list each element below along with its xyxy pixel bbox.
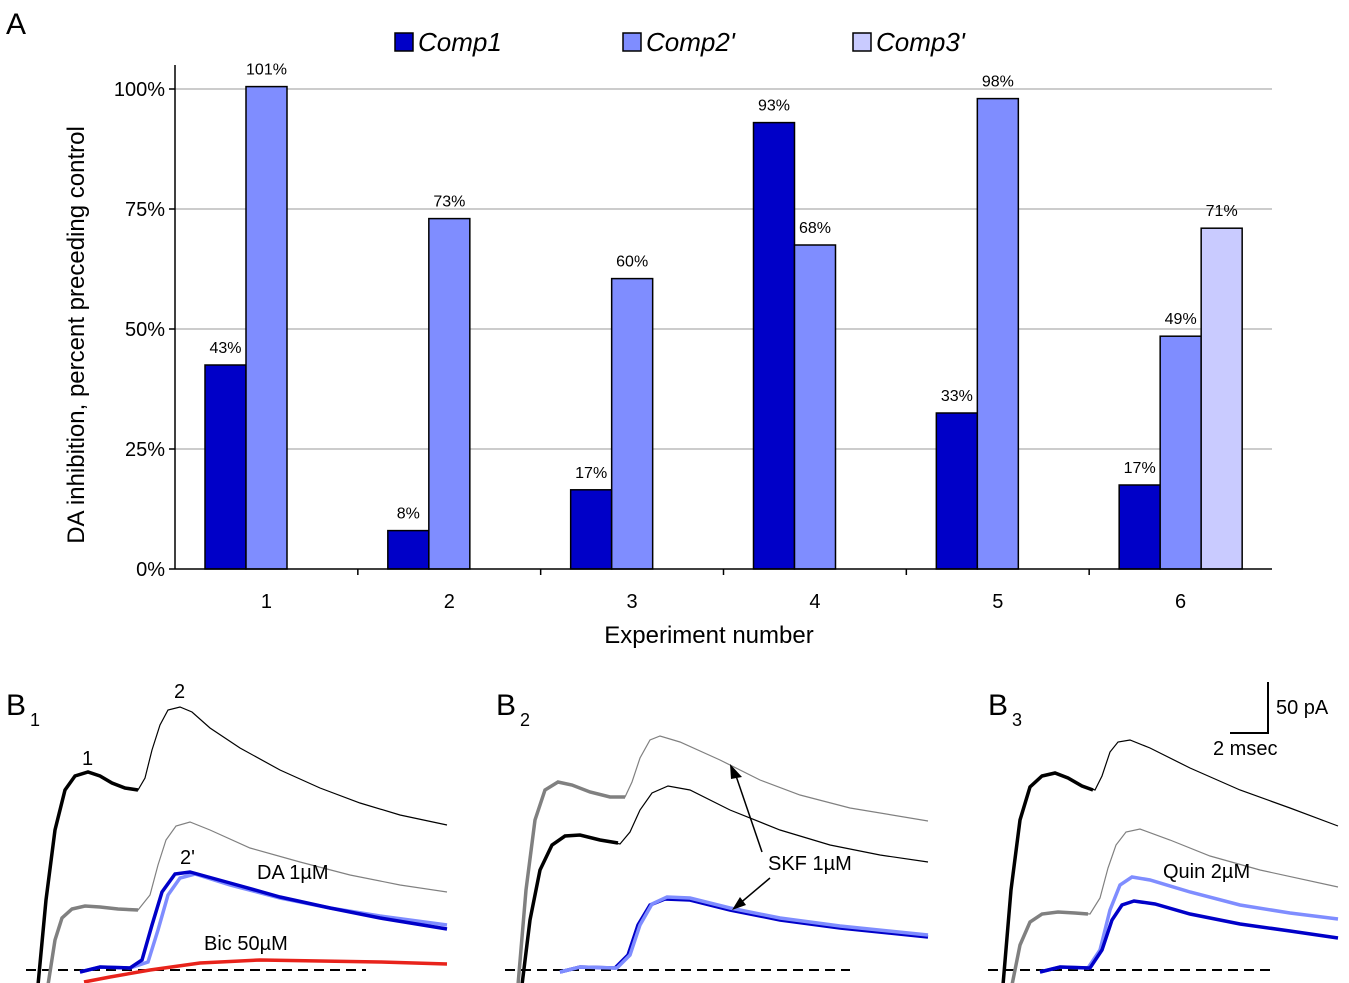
scale-bar-x-label: 2 msec: [1213, 738, 1277, 760]
bar-label-comp1-exp-1: 43%: [209, 340, 241, 357]
b1-bic-trace: [83, 958, 448, 983]
bar-label-comp2-exp-5: 98%: [982, 74, 1014, 91]
y-tick-label: 75%: [125, 199, 165, 221]
x-tick-label: 1: [261, 591, 272, 613]
bar-label-comp1-exp-6: 17%: [1124, 460, 1156, 477]
b1-drug-trace: [47, 821, 448, 983]
b2-arrow-up: [733, 769, 763, 853]
legend: Comp1 Comp2' Comp3': [394, 27, 966, 57]
bar-label-comp1-exp-3: 17%: [575, 465, 607, 482]
b2-drug-trace: [517, 735, 929, 983]
bar-comp1-exp-6: [1118, 484, 1161, 570]
y-axis-ticks: 0% 25% 50% 75% 100%: [114, 79, 175, 581]
b3-comp2-dark-trace: [1039, 899, 1339, 974]
b2-arrow-down-head: [732, 897, 746, 910]
bar-comp1-exp-4: [752, 121, 796, 570]
bars: [204, 85, 1243, 570]
b3-label-quin: Quin 2µM: [1163, 861, 1250, 883]
b1-label-1: 1: [82, 748, 93, 770]
panel-a-letter: A: [6, 8, 26, 41]
x-axis-title: Experiment number: [604, 622, 813, 649]
b2-comp2-light-trace: [559, 895, 929, 974]
b3-comp2-light-trace: [1039, 875, 1339, 974]
bar-comp1-exp-2: [387, 529, 430, 570]
panel-b2-subscript: 2: [520, 710, 530, 730]
b2-control-trace-comp1: [520, 833, 619, 983]
y-tick-label: 25%: [125, 439, 165, 461]
y-axis-title: DA inhibition, percent preceding control: [63, 126, 90, 544]
panel-b2-letter: B: [496, 689, 516, 722]
bar-label-comp2-exp-1: 101%: [246, 62, 287, 79]
legend-label-comp1: Comp1: [418, 27, 502, 57]
panel-b1: B 1 1 2 2' DA 1µM Bic 50µM: [6, 681, 448, 983]
panel-b1-letter: B: [6, 689, 26, 722]
b1-label-bic: Bic 50µM: [204, 933, 288, 955]
b1-label-da: DA 1µM: [257, 862, 329, 884]
b1-label-2: 2: [174, 681, 185, 703]
bar-comp2-exp-5: [976, 97, 1020, 570]
bar-comp1-exp-1: [204, 364, 247, 570]
x-tick-label: 6: [1175, 591, 1186, 613]
panel-b2: B 2 SKF 1µM: [496, 689, 929, 983]
b1-comp2-light-trace: [79, 872, 448, 974]
panel-b3-letter: B: [988, 689, 1008, 722]
bar-label-comp2-exp-3: 60%: [616, 254, 648, 271]
y-tick-label: 0%: [136, 559, 165, 581]
b2-arrow-up-head: [730, 764, 742, 779]
bar-comp3-exp-6: [1200, 227, 1243, 570]
bar-label-comp1-exp-5: 33%: [941, 388, 973, 405]
bar-label-comp3-exp-6: 71%: [1206, 203, 1238, 220]
b1-comp2-dark-trace: [79, 870, 448, 974]
legend-swatch-comp1: [394, 32, 414, 52]
bar-label-comp1-exp-2: 8%: [397, 506, 420, 523]
x-tick-label: 3: [627, 591, 638, 613]
bar-comp2-exp-2: [428, 217, 471, 570]
b3-drug-trace: [1011, 828, 1339, 983]
b2-arrow-down: [737, 877, 771, 906]
bar-label-comp1-exp-4: 93%: [758, 98, 790, 115]
b2-control-trace: [521, 785, 929, 983]
x-tick-label: 5: [992, 591, 1003, 613]
bar-data-labels: 43% 101% 8% 73% 17% 60% 93% 68% 33% 98% 17% 49% 71%: [209, 62, 1237, 523]
x-axis-ticks: 1 2 3 4 5 6: [261, 569, 1186, 613]
bar-label-comp2-exp-4: 68%: [799, 220, 831, 237]
b2-drug-trace-comp1: [516, 780, 625, 983]
panel-b3-subscript: 3: [1012, 710, 1022, 730]
x-tick-label: 2: [444, 591, 455, 613]
y-tick-label: 100%: [114, 79, 165, 101]
y-gridlines: [175, 88, 1272, 450]
bar-comp1-exp-5: [935, 412, 979, 570]
y-tick-label: 50%: [125, 319, 165, 341]
bar-comp2-exp-6: [1159, 335, 1202, 570]
b3-control-trace-comp1: [1001, 771, 1094, 983]
panel-b1-subscript: 1: [30, 710, 40, 730]
b3-drug-trace-comp1: [1010, 910, 1089, 983]
b2-label-skf: SKF 1µM: [768, 853, 852, 875]
b1-control-trace-comp1: [36, 770, 139, 983]
bar-comp2-exp-4: [793, 244, 837, 570]
x-tick-label: 4: [809, 591, 820, 613]
legend-swatch-comp2: [622, 32, 642, 52]
legend-swatch-comp3: [852, 32, 872, 52]
panel-b3: B 3 Quin 2µM 50 pA 2 msec: [988, 682, 1339, 983]
bar-label-comp2-exp-2: 73%: [433, 194, 465, 211]
bar-comp1-exp-3: [569, 489, 613, 570]
legend-label-comp3: Comp3': [876, 27, 966, 57]
bar-label-comp2-exp-6: 49%: [1165, 311, 1197, 328]
scale-bar-y-label: 50 pA: [1276, 697, 1329, 719]
bar-comp2-exp-3: [610, 277, 654, 570]
legend-label-comp2: Comp2': [646, 27, 736, 57]
b1-drug-trace-comp1: [46, 904, 139, 983]
b1-label-2prime: 2': [180, 847, 195, 869]
bar-comp2-exp-1: [245, 85, 288, 570]
